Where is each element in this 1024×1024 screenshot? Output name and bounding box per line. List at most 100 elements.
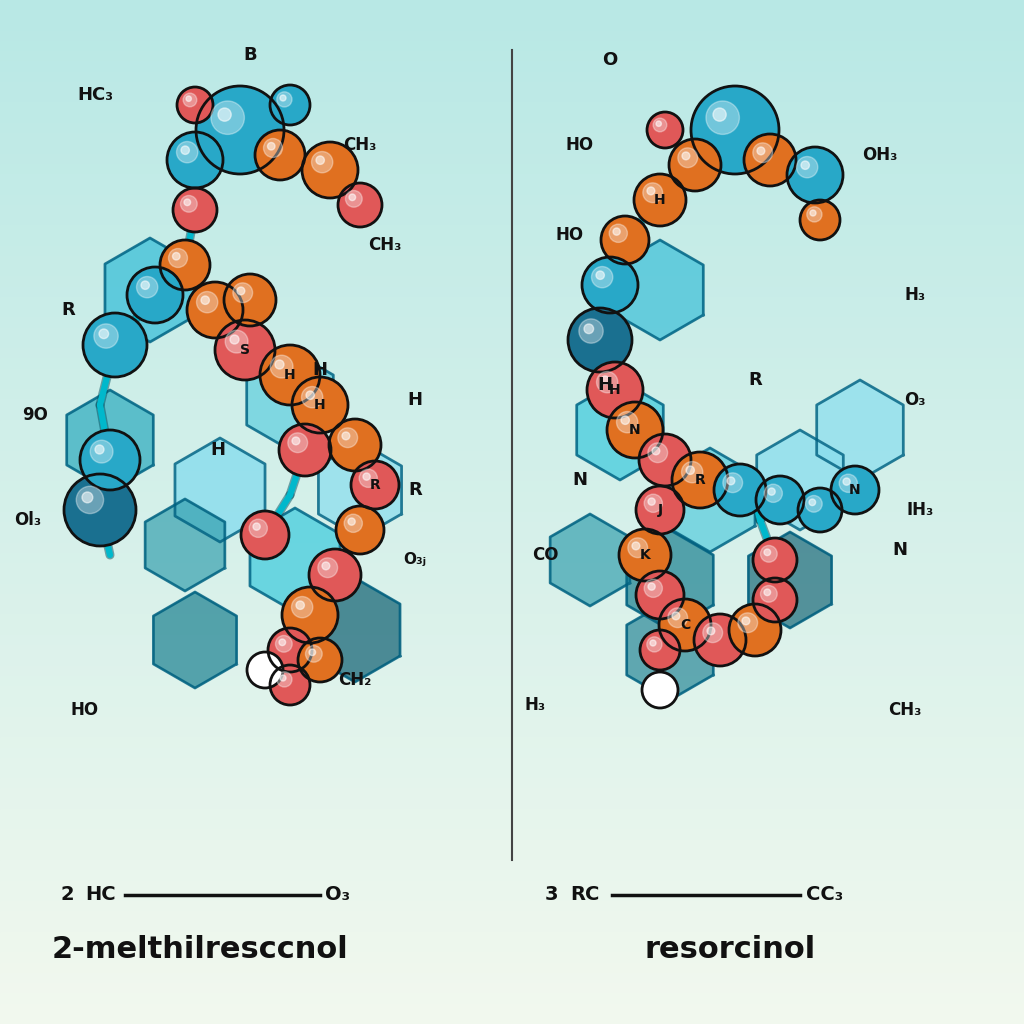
Bar (0, 420, 1024, 430)
Circle shape (311, 152, 333, 173)
Circle shape (651, 681, 656, 686)
Text: N: N (849, 483, 861, 497)
Circle shape (169, 249, 187, 267)
Text: CH₂: CH₂ (338, 671, 372, 689)
Bar (0, 768, 1024, 778)
Circle shape (714, 464, 766, 516)
Circle shape (276, 92, 292, 106)
Bar (0, 952, 1024, 963)
Circle shape (136, 276, 158, 298)
Text: HO: HO (71, 701, 99, 719)
Bar (0, 604, 1024, 614)
Circle shape (642, 672, 678, 708)
Circle shape (652, 447, 659, 455)
Text: H: H (312, 361, 328, 379)
Text: H₃: H₃ (524, 696, 546, 714)
Bar (0, 799, 1024, 809)
Circle shape (362, 473, 371, 480)
Circle shape (344, 514, 362, 532)
Circle shape (301, 386, 323, 408)
Circle shape (672, 452, 728, 508)
Circle shape (224, 274, 276, 326)
Text: N: N (629, 423, 641, 437)
Circle shape (225, 330, 248, 353)
Circle shape (187, 282, 243, 338)
Bar (0, 1004, 1024, 1014)
Polygon shape (627, 600, 714, 700)
Circle shape (279, 424, 331, 476)
Polygon shape (145, 499, 225, 591)
Circle shape (351, 461, 399, 509)
Circle shape (172, 253, 180, 260)
Text: CC₃: CC₃ (806, 886, 843, 904)
Circle shape (764, 484, 782, 503)
Bar (0, 686, 1024, 696)
Text: H: H (609, 383, 621, 397)
Circle shape (322, 562, 330, 569)
Circle shape (668, 608, 687, 628)
Text: R: R (749, 371, 762, 389)
Circle shape (280, 675, 286, 681)
Text: 9O: 9O (23, 406, 48, 424)
Bar (0, 317, 1024, 328)
Bar (0, 717, 1024, 727)
Circle shape (167, 132, 223, 188)
Circle shape (280, 95, 286, 101)
Circle shape (744, 134, 796, 186)
Circle shape (727, 477, 735, 484)
Bar (0, 287, 1024, 297)
Text: CH₃: CH₃ (369, 236, 401, 254)
Bar (0, 20, 1024, 31)
Text: O₃ⱼ: O₃ⱼ (403, 553, 427, 567)
Text: 3: 3 (545, 886, 558, 904)
Circle shape (141, 281, 150, 290)
Circle shape (568, 308, 632, 372)
Circle shape (596, 271, 604, 280)
Circle shape (329, 419, 381, 471)
Circle shape (798, 488, 842, 532)
Bar (0, 584, 1024, 594)
Bar (0, 164, 1024, 174)
Text: H: H (597, 376, 612, 394)
Bar (0, 573, 1024, 584)
Bar (0, 553, 1024, 563)
Circle shape (764, 549, 771, 556)
Circle shape (302, 142, 358, 198)
Bar (0, 430, 1024, 440)
Circle shape (648, 678, 662, 692)
Circle shape (253, 658, 267, 672)
Polygon shape (627, 530, 714, 630)
Text: RC: RC (570, 886, 599, 904)
Circle shape (181, 146, 189, 155)
Circle shape (800, 200, 840, 240)
Text: R: R (409, 481, 422, 499)
Bar (0, 143, 1024, 154)
Bar (0, 942, 1024, 952)
Circle shape (650, 640, 656, 646)
Text: OH₃: OH₃ (862, 146, 898, 164)
Circle shape (215, 319, 275, 380)
Circle shape (288, 433, 307, 453)
Bar (0, 911, 1024, 922)
Circle shape (616, 412, 638, 433)
Circle shape (761, 586, 777, 602)
Circle shape (707, 627, 715, 635)
Circle shape (753, 578, 797, 622)
Text: H: H (654, 193, 666, 207)
Text: C: C (680, 618, 690, 632)
Circle shape (632, 542, 640, 550)
Bar (0, 502, 1024, 512)
Bar (0, 174, 1024, 184)
Circle shape (247, 652, 283, 688)
Circle shape (298, 638, 342, 682)
Text: H: H (285, 368, 296, 382)
Bar (0, 1014, 1024, 1024)
Circle shape (643, 183, 663, 203)
Circle shape (201, 296, 209, 304)
Circle shape (90, 440, 113, 463)
Bar (0, 92, 1024, 102)
Bar (0, 133, 1024, 143)
Bar (0, 471, 1024, 481)
Bar (0, 932, 1024, 942)
Circle shape (713, 108, 726, 121)
